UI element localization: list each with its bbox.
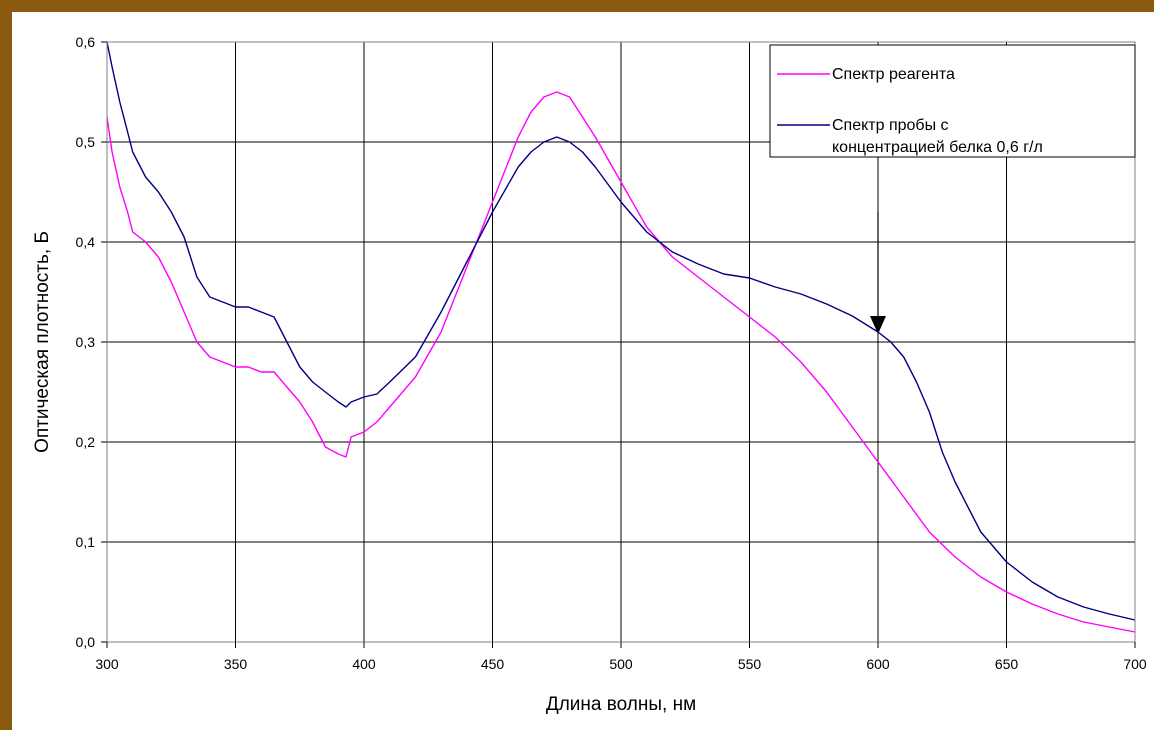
y-axis-ticks: 0,0 0,1 0,2 0,3 0,4 0,5 0,6	[76, 34, 107, 650]
arrow-head	[870, 316, 886, 334]
legend-label-reagent: Спектр реагента	[832, 66, 955, 83]
legend-label-sample: Спектр пробы с	[832, 117, 949, 134]
x-tick-label: 550	[738, 656, 762, 672]
line-chart: 0,0 0,1 0,2 0,3 0,4 0,5 0,6 300 350 400 450 500 550…	[32, 34, 1147, 715]
x-tick-label: 450	[481, 656, 505, 672]
x-tick-label: 700	[1123, 656, 1147, 672]
y-tick-label: 0,0	[76, 634, 96, 650]
legend-box	[769, 44, 1136, 158]
y-tick-label: 0,2	[76, 434, 96, 450]
y-tick-label: 0,5	[76, 134, 96, 150]
chart-panel: 0,0 0,1 0,2 0,3 0,4 0,5 0,6 300 350 400 450 500 550…	[12, 12, 1154, 730]
y-tick-label: 0,3	[76, 334, 96, 350]
x-axis-label: Длина волны, нм	[546, 694, 696, 715]
y-tick-label: 0,4	[76, 234, 96, 250]
series-line-reagent	[106, 91, 1136, 633]
legend: Спектр реагента Спектр пробы с концентраци…	[769, 44, 1136, 158]
x-tick-label: 650	[995, 656, 1019, 672]
annotation-arrow	[870, 212, 886, 334]
series-line-sample	[106, 41, 1136, 621]
x-tick-label: 350	[224, 656, 248, 672]
y-tick-label: 0,1	[76, 534, 96, 550]
x-tick-label: 500	[609, 656, 633, 672]
x-tick-label: 300	[95, 656, 119, 672]
y-tick-label: 0,6	[76, 34, 96, 50]
series-group	[106, 41, 1136, 633]
x-tick-label: 400	[352, 656, 376, 672]
x-axis-ticks: 300 350 400 450 500 550 600 650 700	[95, 642, 1147, 672]
y-axis-label: Оптическая плотность, Б	[32, 231, 53, 453]
x-tick-label: 600	[866, 656, 890, 672]
legend-label-sample-cont: концентрацией белка 0,6 г/л	[832, 139, 1043, 156]
